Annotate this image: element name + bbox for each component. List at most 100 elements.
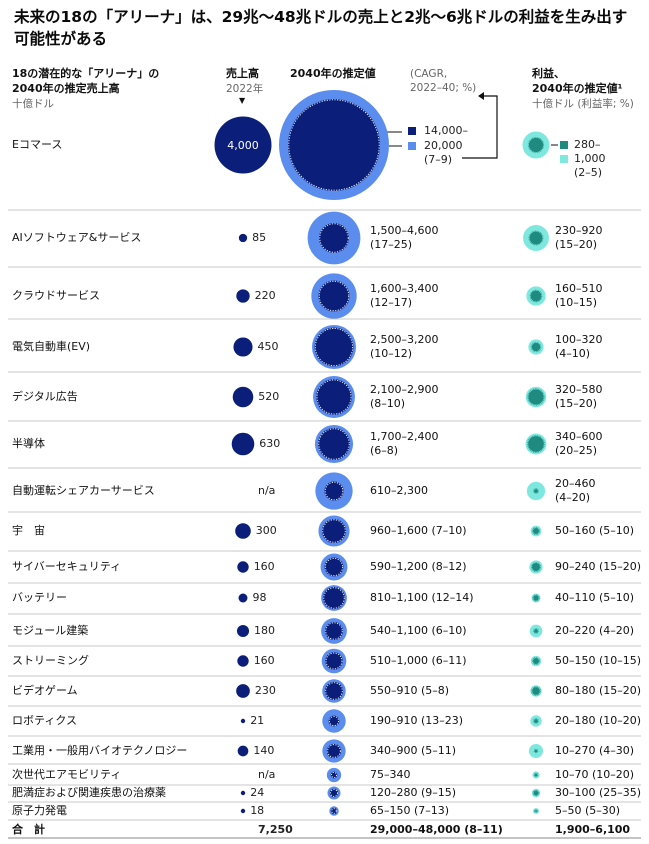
revenue-bubble-5 (231, 432, 255, 456)
cagr-note-line1: (CAGR, (410, 68, 448, 80)
projection-value-12: 550–910 (5–8) (370, 684, 450, 697)
projection-dotted-ring-17 (331, 808, 337, 814)
revenue-value-8: 160 (253, 560, 275, 573)
revenue-value-4: 520 (258, 390, 280, 403)
total-revenue: 7,250 (258, 823, 293, 836)
profit-dotted-ring-6 (533, 488, 539, 494)
projection-value-7: 960–1,600 (7–10) (370, 524, 467, 537)
revenue-year: 2022年 (226, 83, 264, 95)
row-label-3: 電気自動車(EV) (12, 340, 91, 353)
profit-value-10: 20–220 (4–20) (555, 624, 635, 637)
left-header-line1: 18の潜在的な「アリーナ」の (12, 67, 160, 80)
projection-value-16: 120–280 (9–15) (370, 786, 457, 799)
projection-low-bubble-12 (324, 681, 344, 701)
projection-value-1: 1,500–4,600 (17–25) (370, 224, 439, 251)
projection-low-bubble-14 (326, 743, 342, 759)
profit-value-8: 90–240 (15–20) (555, 560, 642, 573)
profit-value-12: 80–180 (15–20) (555, 684, 642, 697)
profit-value-2: 160–510 (10–15) (555, 282, 603, 309)
profit-low-bubble-14 (534, 749, 538, 753)
profit-dotted-ring-7 (532, 527, 540, 535)
profit-low-bubble-13 (534, 719, 538, 723)
row-label-5: 半導体 (12, 437, 45, 450)
profit-dotted-ring-4 (527, 388, 545, 406)
profit-low-bubble-7 (532, 527, 540, 535)
profit-header-line1: 利益、 (532, 67, 565, 80)
profit-value-11: 50–150 (10–15) (555, 654, 642, 667)
profit-value-13: 20–180 (10–20) (555, 714, 642, 727)
row-label-6: 自動運転シェアカーサービス (12, 484, 155, 497)
revenue-bubble-3 (233, 337, 253, 357)
projection-dotted-ring-10 (325, 622, 343, 640)
cagr-connector-arrow (478, 92, 484, 100)
projection-value-4: 2,100–2,900 (8–10) (370, 383, 439, 410)
profit-low-bubble-8 (531, 562, 541, 572)
revenue-bubble-13 (240, 718, 246, 724)
projection-value-2: 1,600–3,400 (12–17) (370, 282, 439, 309)
profit-value-3: 100–320 (4–10) (555, 333, 603, 360)
projection-value-9: 810–1,100 (12–14) (370, 591, 474, 604)
projection-value-6: 610–2,300 (370, 484, 428, 497)
row-label-16: 肥満症および関連疾患の治療薬 (12, 786, 166, 799)
projection-low-bubble-10 (324, 621, 344, 641)
revenue-value-16: 24 (250, 786, 265, 799)
cagr-connector-line (462, 95, 498, 159)
revenue-bubble-9 (238, 593, 248, 603)
legend-profit-low-swatch (560, 141, 568, 149)
revenue-value-15: n/a (258, 768, 276, 781)
revenue-bubble-10 (236, 624, 250, 638)
profit-dotted-ring-9 (532, 594, 540, 602)
legend-high-swatch (408, 142, 416, 150)
profit-dotted-ring-16 (532, 789, 540, 797)
revenue-bubble-17 (240, 808, 246, 814)
revenue-bubble-14 (237, 745, 249, 757)
profit-low-bubble-6 (534, 489, 538, 493)
projection-value-14: 340–900 (5–11) (370, 744, 457, 757)
revenue-value-1: 85 (252, 231, 267, 244)
projection-dotted-ring-12 (325, 682, 343, 700)
projection-dotted-ring-6 (324, 481, 344, 501)
row-label-1: AIソフトウェア&サービス (12, 231, 142, 244)
total-profit: 1,900–6,100 (555, 823, 631, 836)
row-label-13: ロボティクス (12, 714, 78, 727)
projection-low-bubble-2 (318, 280, 350, 312)
revenue-header: 売上高 (226, 67, 259, 80)
projection-low-bubble-0 (287, 98, 381, 192)
projection-value-5: 1,700–2,400 (6–8) (370, 430, 439, 457)
revenue-value-10: 180 (254, 624, 276, 637)
revenue-bubble-1 (238, 233, 248, 243)
projection-value-11: 510–1,000 (6–11) (370, 654, 467, 667)
profit-dotted-ring-17 (534, 809, 538, 813)
row-label-14: 工業用・一般用バイオテクノロジー (12, 744, 188, 757)
row-label-9: バッテリー (12, 591, 67, 604)
revenue-bubble-8 (237, 561, 249, 573)
cagr-note-line2: 2022–40; %) (410, 82, 477, 94)
profit-dotted-ring-10 (533, 628, 539, 634)
projection-low-bubble-13 (328, 715, 340, 727)
profit-low-bubble-16 (533, 790, 539, 796)
profit-dotted-ring-14 (533, 748, 539, 754)
revenue-bubble-16 (240, 790, 246, 796)
projection-dotted-ring-4 (316, 379, 352, 415)
row-label-11: ストリーミング (12, 654, 89, 667)
projection-dotted-ring-13 (328, 715, 340, 727)
projection-dotted-ring-0 (288, 99, 380, 191)
page-title: 未来の18の「アリーナ」は、29兆〜48兆ドルの売上と2兆〜6兆ドルの利益を生み… (14, 8, 628, 48)
revenue-pointer-icon: ▼ (239, 96, 246, 105)
projection-low-bubble-3 (314, 327, 354, 367)
profit-low-bubble-4 (528, 389, 544, 405)
revenue-bubble-2 (236, 289, 250, 303)
row-label-7: 宇 宙 (12, 524, 45, 537)
profit-header-line2: 2040年の推定値¹ (532, 82, 623, 95)
row-label-10: モジュール建築 (12, 624, 89, 637)
profit-low-bubble-12 (532, 687, 540, 695)
profit-value-1: 230–920 (15–20) (555, 224, 603, 251)
projection-dotted-ring-16 (330, 789, 338, 797)
profit-dotted-ring-11 (532, 657, 540, 665)
row-label-4: デジタル広告 (12, 390, 78, 403)
projection-low-bubble-16 (329, 788, 339, 798)
profit-dotted-ring-15 (533, 772, 539, 778)
revenue-bubble-4 (232, 386, 254, 408)
